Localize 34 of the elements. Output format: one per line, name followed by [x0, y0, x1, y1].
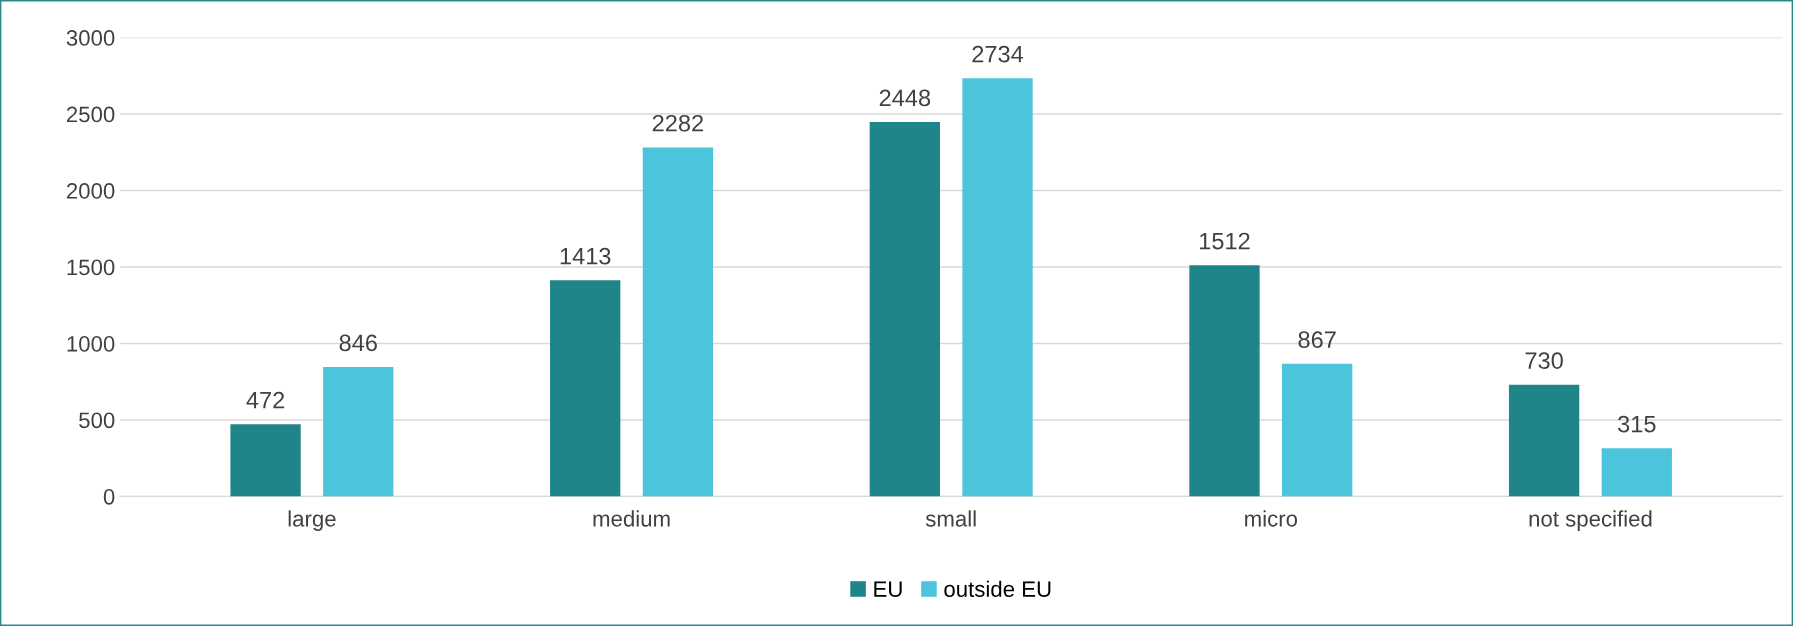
bar	[550, 280, 621, 497]
bar	[1601, 448, 1672, 497]
x-tick-label: not specified	[1529, 510, 1652, 532]
x-tick-label: small	[925, 510, 976, 527]
data-label: 2448	[879, 89, 931, 107]
data-label: 472	[246, 391, 285, 409]
data-label: 1512	[1200, 232, 1250, 250]
x-tick-label: micro	[1245, 510, 1298, 527]
bar	[642, 147, 714, 497]
bar	[323, 367, 394, 497]
data-label: 2282	[652, 114, 703, 132]
y-tick-label: 1000	[67, 336, 115, 352]
y-tick-label: 2500	[66, 106, 115, 123]
data-label: 315	[1618, 415, 1656, 433]
data-label: 867	[1298, 331, 1336, 349]
y-tick-label: 500	[79, 412, 115, 429]
bar	[869, 121, 940, 497]
y-tick-label: 0	[103, 488, 115, 505]
x-tick-label: large	[288, 510, 336, 532]
data-label: 730	[1525, 352, 1563, 369]
legend-label: outside EU	[944, 580, 1051, 597]
bar	[1282, 363, 1353, 497]
data-label: 846	[339, 334, 377, 352]
data-label: 1413	[560, 247, 611, 265]
bar	[1508, 384, 1580, 497]
legend-label: EU	[874, 581, 902, 597]
y-tick-label: 3000	[66, 30, 115, 46]
data-label: 2734	[972, 45, 1024, 63]
x-tick-label: medium	[593, 510, 670, 527]
y-tick-label: 1500	[67, 259, 115, 276]
bar	[962, 78, 1033, 497]
bar	[230, 424, 301, 497]
y-tick-label: 2000	[66, 183, 115, 199]
bar	[1189, 265, 1260, 497]
